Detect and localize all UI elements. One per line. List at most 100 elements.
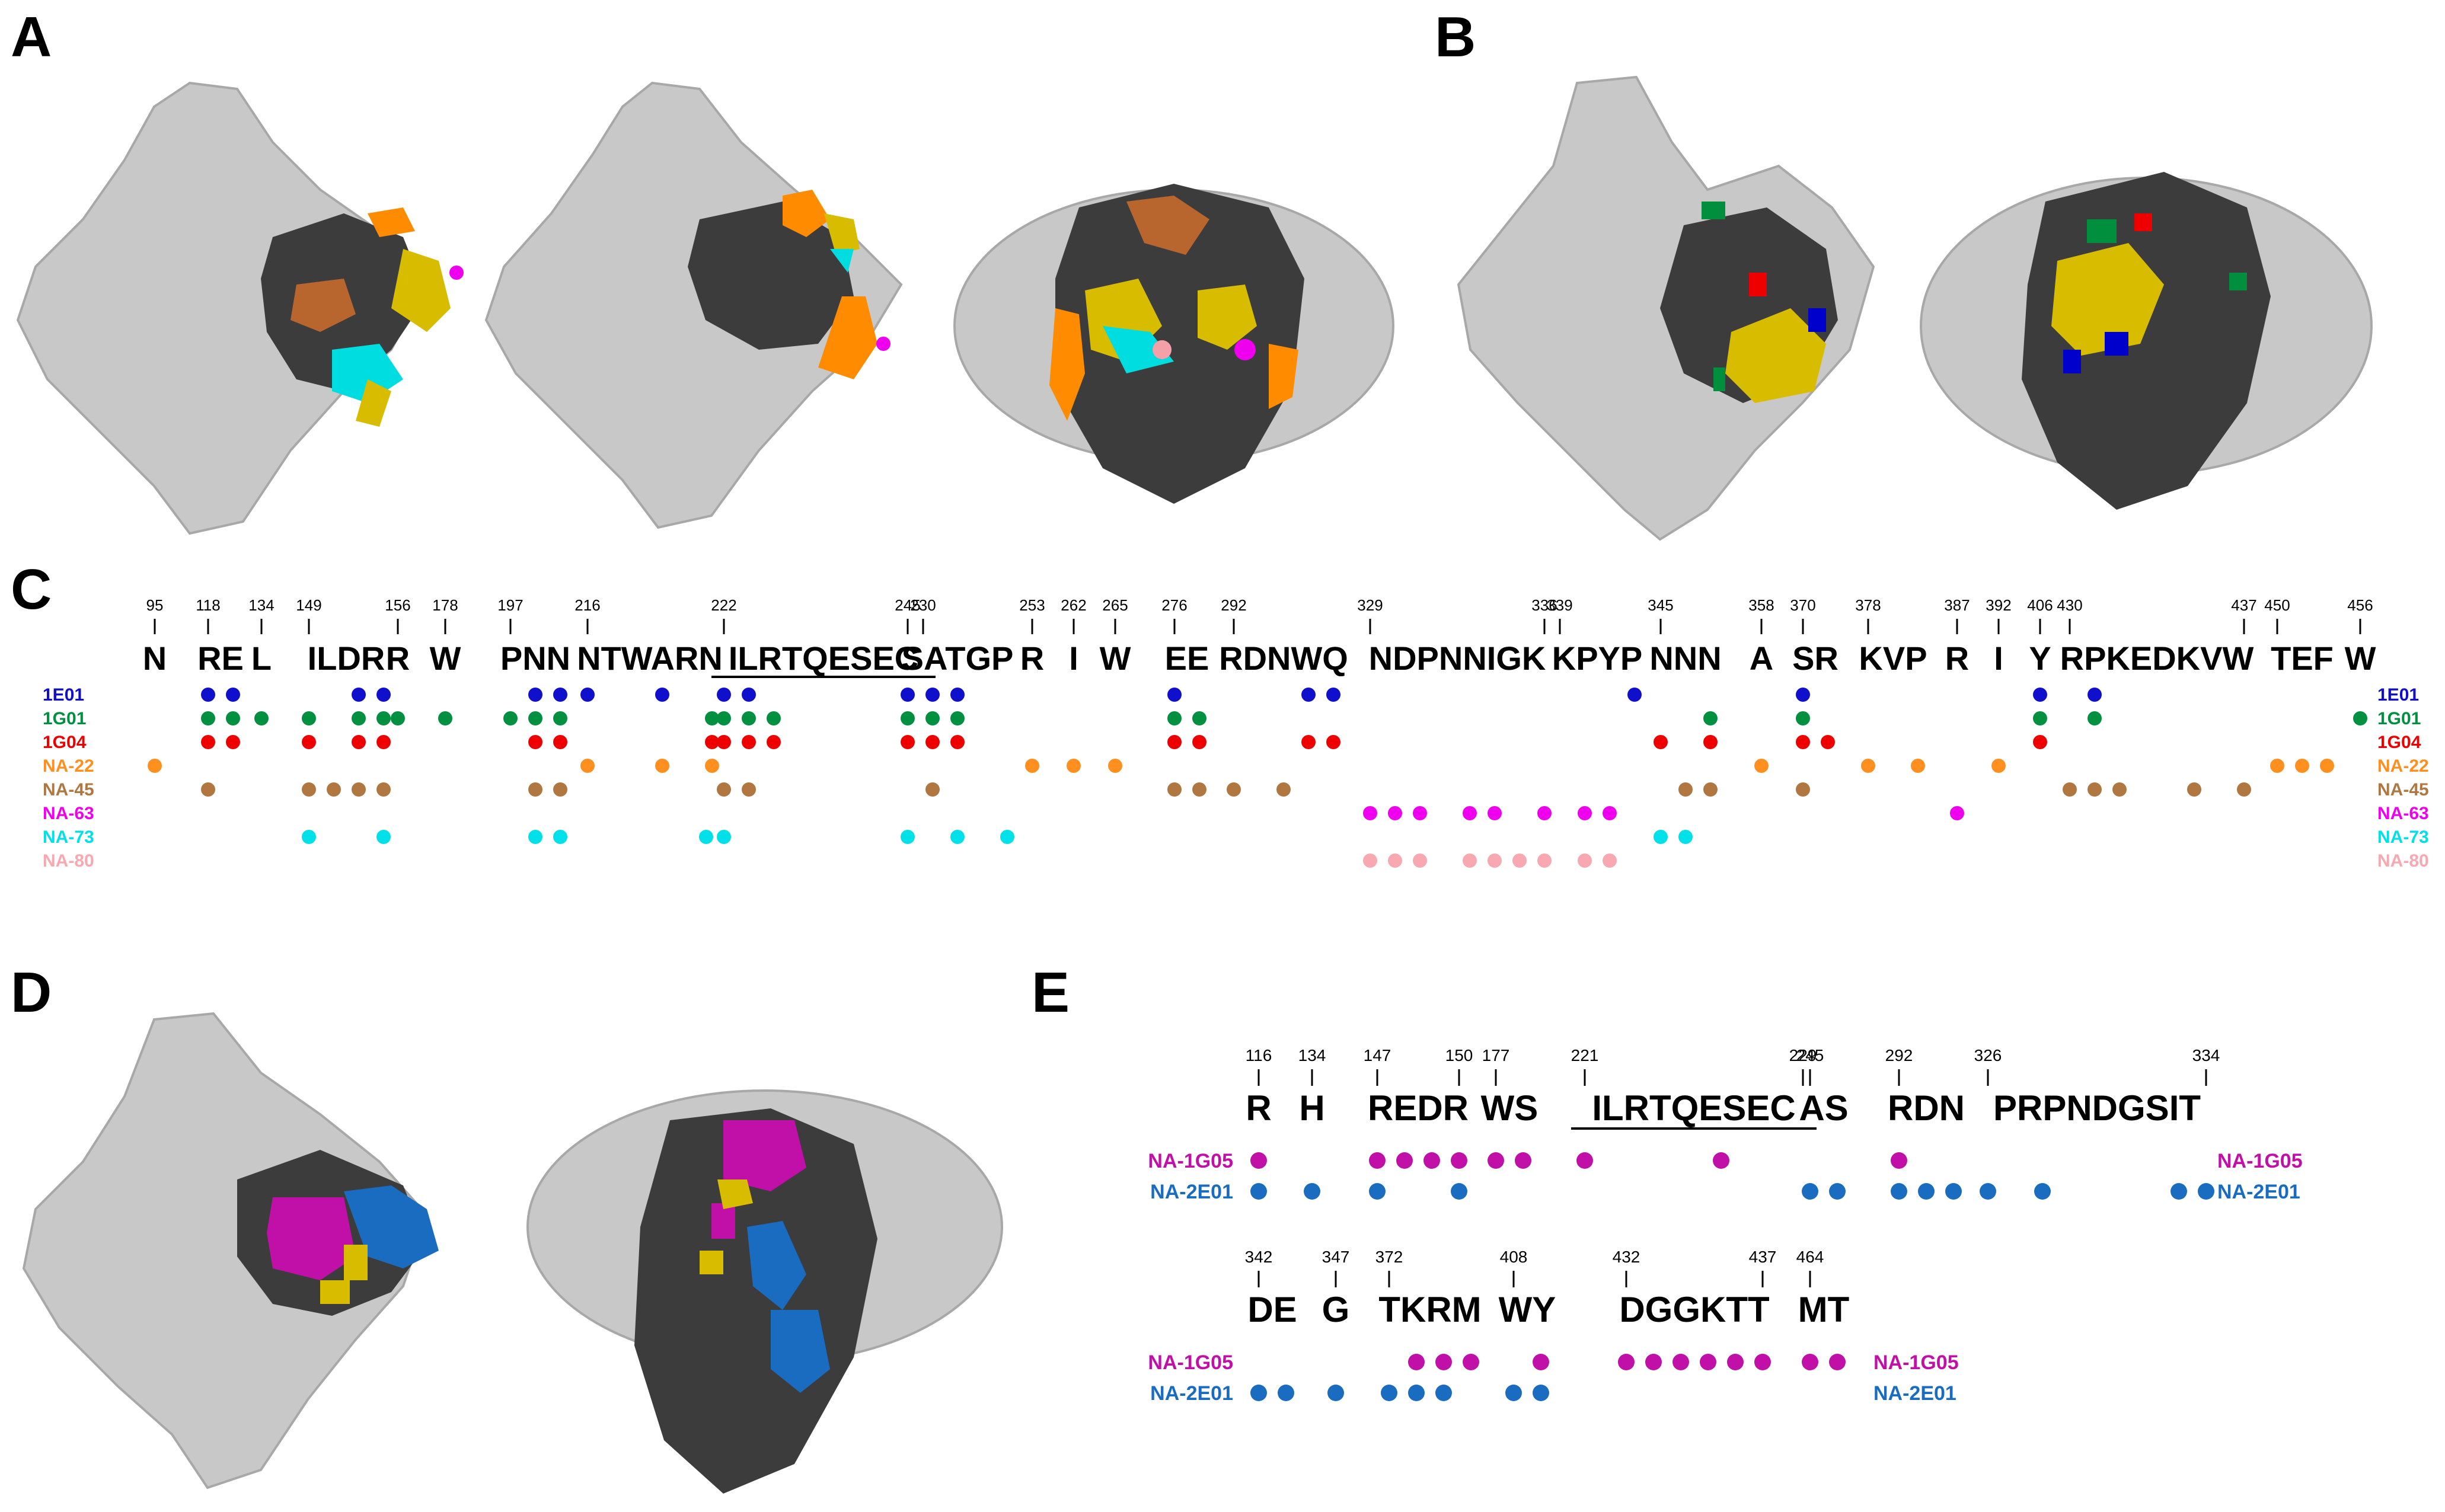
- sequence-group-c: ILRTQESEC 222 230: [711, 596, 936, 678]
- residue-position-label: 147: [1364, 1046, 1391, 1065]
- residue-letters: RDN: [1888, 1088, 1965, 1128]
- panel-label-b: B: [1435, 5, 1476, 69]
- contact-dot: [1451, 1183, 1467, 1200]
- contact-dot: [1488, 854, 1502, 868]
- residue-letters: TEF: [2271, 640, 2334, 677]
- contact-dot: [1703, 782, 1718, 797]
- residue-position-label: 387: [1944, 596, 1970, 614]
- residue-position-label: 245: [1796, 1046, 1824, 1065]
- contact-dot: [2063, 782, 2077, 797]
- residue-position-label: 430: [2057, 596, 2082, 614]
- residue-letters: RPKEDKVW: [2060, 640, 2254, 677]
- residue-letters: W: [430, 640, 461, 677]
- contact-dot: [1192, 711, 1206, 725]
- sequence-group-c: SATGP 245: [895, 596, 1013, 677]
- sequence-group-c: RE 118: [196, 596, 244, 677]
- residue-position-label: 134: [1298, 1046, 1326, 1065]
- contact-dot: [1167, 735, 1182, 749]
- contact-dot: [1192, 782, 1206, 797]
- contact-dot: [226, 711, 240, 725]
- antibody-label-right: NA-2E01: [1873, 1382, 1956, 1405]
- contact-dot: [925, 688, 940, 702]
- contact-dot: [655, 688, 669, 702]
- contact-dot: [1408, 1385, 1425, 1401]
- residue-position-label: 450: [2264, 596, 2290, 614]
- antibody-label-left: NA-45: [43, 780, 94, 800]
- contact-dot: [1537, 806, 1552, 820]
- sequence-group-c: SR 370: [1790, 596, 1838, 677]
- residue-position-label: 229: [1789, 1046, 1817, 1065]
- contact-dot: [717, 782, 731, 797]
- contact-dot: [1363, 854, 1377, 868]
- residue-letters: RE: [197, 640, 244, 677]
- contact-dot: [767, 711, 781, 725]
- contact-dot: [1802, 1183, 1818, 1200]
- residue-position-label: 326: [1974, 1046, 2002, 1065]
- contact-dot: [352, 688, 366, 702]
- residue-letters: NDPNNIGK: [1369, 640, 1546, 677]
- residue-letters: SR: [1792, 640, 1838, 677]
- contact-dot: [901, 830, 915, 844]
- contact-dot: [376, 782, 391, 797]
- contact-dot: [201, 688, 215, 702]
- contact-dot: [1388, 806, 1402, 820]
- contact-dot: [528, 688, 542, 702]
- contact-dot: [901, 688, 915, 702]
- contact-dot: [1802, 1354, 1818, 1370]
- residue-position-label: 464: [1796, 1248, 1824, 1266]
- contact-dot: [1821, 735, 1835, 749]
- contact-dot: [1603, 806, 1617, 820]
- residue-letters: R: [386, 640, 410, 677]
- contact-dot: [1396, 1152, 1413, 1169]
- sequence-group-c: R 156: [385, 596, 410, 677]
- residue-position-label: 118: [196, 596, 220, 614]
- contact-dot: [376, 830, 391, 844]
- residue-position-label: 372: [1375, 1248, 1403, 1266]
- contact-dot: [376, 711, 391, 725]
- residue-letters: G: [1322, 1290, 1350, 1329]
- contact-dot: [925, 735, 940, 749]
- contact-dot: [2034, 1183, 2051, 1200]
- sequence-group-c: ILDR 149: [296, 596, 385, 677]
- contact-dot: [391, 711, 405, 725]
- panel-b-structure-2: [1920, 172, 2373, 510]
- residue-position-label: 150: [1445, 1046, 1473, 1065]
- contact-dot: [767, 735, 781, 749]
- contact-dot: [705, 735, 719, 749]
- sequence-group-e: PRPNDGSIT 326 334: [1974, 1046, 2220, 1128]
- sequence-group-c: Y 406: [2027, 596, 2053, 677]
- contact-dot: [1918, 1183, 1935, 1200]
- sequence-group-c: PNN 197: [497, 596, 570, 677]
- contact-dot: [1326, 735, 1340, 749]
- contact-dot: [1754, 759, 1769, 773]
- contact-dot: [1108, 759, 1122, 773]
- sequence-group-c: RDNWQ 292: [1219, 596, 1348, 677]
- contact-dot: [1515, 1152, 1531, 1169]
- contact-dot: [1678, 782, 1693, 797]
- residue-position-label: 221: [1571, 1046, 1599, 1065]
- residue-letters: RDNWQ: [1219, 640, 1348, 677]
- residue-letters: PNN: [500, 640, 570, 677]
- residue-letters: TKRM: [1378, 1290, 1481, 1329]
- residue-letters: NTWARN: [577, 640, 723, 677]
- residue-position-label: 342: [1245, 1248, 1273, 1266]
- residue-position-label: 216: [574, 596, 600, 614]
- antibody-label-left: 1G01: [43, 709, 86, 728]
- contact-dot: [1618, 1354, 1635, 1370]
- contact-dot: [302, 711, 316, 725]
- residue-letters: ILDR: [308, 640, 385, 677]
- contact-dot: [705, 759, 719, 773]
- contact-dot: [503, 711, 518, 725]
- contact-dot: [1463, 806, 1477, 820]
- contact-dot: [1654, 735, 1668, 749]
- sequence-group-c: W 456: [2345, 596, 2376, 677]
- contact-dot: [1304, 1183, 1320, 1200]
- contact-dot: [1796, 688, 1810, 702]
- panel-d-structure-1: [22, 1012, 439, 1489]
- contact-dot: [1250, 1183, 1267, 1200]
- antibody-label-left: 1E01: [43, 685, 84, 705]
- contact-dot: [1700, 1354, 1716, 1370]
- contact-dot: [2112, 782, 2127, 797]
- contact-dot: [1413, 806, 1427, 820]
- contact-dot: [1192, 735, 1206, 749]
